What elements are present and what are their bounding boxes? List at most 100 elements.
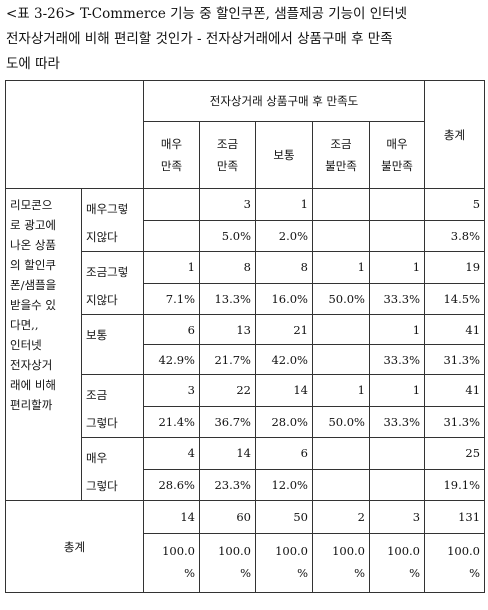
total-header: 총계	[424, 80, 486, 189]
row-group-label-line: 의 할인쿠	[10, 258, 56, 272]
column-header: 보통	[255, 121, 313, 189]
total-percent-cell: 100.0%	[255, 533, 313, 593]
percent-cell: 42.9%	[143, 344, 200, 375]
percent-cell: 31.3%	[424, 405, 486, 438]
total-row: 100.0% 100.0% 100.0% 100.0% 100.0% 100.0%	[6, 533, 486, 593]
corner-cell	[5, 80, 144, 189]
count-cell: 5	[424, 188, 486, 221]
total-count-cell: 131	[424, 500, 486, 534]
row-label-line: 지않다	[86, 230, 118, 244]
count-cell: 6	[143, 314, 200, 345]
percent-cell: 2.0%	[255, 219, 313, 252]
count-cell	[312, 188, 370, 221]
percent-cell: 21.4%	[143, 405, 200, 438]
count-cell: 3	[199, 188, 256, 221]
row-group-label-line: 리모콘으	[10, 198, 53, 212]
row-label-line: 조금그렇	[86, 265, 129, 279]
total-percent-value: 100.0	[275, 544, 308, 558]
total-count-cell: 3	[368, 500, 426, 534]
total-percent-unit: %	[354, 566, 365, 580]
total-percent-value: 100.0	[162, 544, 195, 558]
percent-cell: 33.3%	[368, 282, 426, 315]
column-header-line: 만족	[216, 159, 239, 173]
count-cell: 13	[199, 314, 256, 345]
percent-cell: 28.0%	[255, 405, 313, 438]
row-label-line: 매우그렇	[86, 202, 129, 216]
percent-cell	[312, 219, 370, 252]
percent-cell	[143, 219, 200, 252]
caption-line-1: <표 3-26> T-Commerce 기능 중 할인쿠폰, 샘플제공 기능이 …	[6, 6, 408, 22]
total-percent-value: 100.0	[387, 544, 421, 558]
table-row: 42.9% 21.7% 42.0% 33.3% 31.3%	[6, 344, 486, 375]
table-row: 조금 그렇다 3 22 14 1 1 41	[6, 374, 486, 438]
total-percent-value: 100.0	[332, 544, 365, 558]
percent-cell	[312, 344, 370, 375]
satisfaction-table: 전자상거래 상품구매 후 만족도 총계 매우 만족 조금 만족 보통 조금 불만족 매우 불만족…	[5, 80, 486, 593]
count-cell: 8	[255, 251, 313, 284]
column-header: 매우 불만족	[368, 121, 426, 189]
table-row: 보통 6 13 21 1 41	[6, 314, 486, 375]
row-group-label: 리모콘으 로 광고에 나온 상품 의 할인쿠 폰/샘플을 받을수 있 다면,, 인터넷 전자상거…	[5, 188, 82, 501]
column-header-line: 불만족	[325, 159, 357, 173]
total-percent-cell: 100.0%	[143, 533, 200, 593]
count-cell: 41	[424, 314, 486, 345]
total-percent-unit: %	[184, 566, 195, 580]
percent-cell: 14.5%	[424, 282, 486, 315]
count-cell: 25	[424, 437, 486, 470]
column-header-line: 조금	[330, 137, 352, 151]
column-header-line: 조금	[216, 137, 239, 151]
row-label-line: 매우	[86, 451, 108, 465]
total-count-cell: 14	[143, 500, 200, 534]
row-group-label-line: 다면,,	[10, 318, 39, 332]
caption-line-2: 전자상거래에 비해 편리할 것인가 - 전자상거래에서 상품구매 후 만족	[6, 31, 393, 47]
count-cell	[143, 188, 200, 221]
column-header: 매우 만족	[143, 121, 200, 189]
count-cell	[368, 437, 426, 470]
percent-cell: 33.3%	[368, 344, 426, 375]
count-cell	[312, 314, 370, 345]
count-cell: 41	[424, 374, 486, 407]
percent-cell: 13.3%	[199, 282, 256, 315]
caption-line-3: 도에 따라	[6, 56, 60, 72]
row-group-label-line: 로 광고에	[10, 218, 56, 232]
total-count-cell: 50	[255, 500, 313, 534]
percent-cell: 28.6%	[143, 468, 200, 501]
table-row: 7.1% 13.3% 16.0% 50.0% 33.3% 14.5%	[6, 282, 486, 315]
percent-cell: 19.1%	[424, 468, 486, 501]
row-group-label-line: 폰/샘플을	[10, 278, 57, 292]
row-group-label-line: 받을수 있	[10, 298, 56, 312]
total-count-cell: 2	[312, 500, 370, 534]
row-label-line: 보통	[86, 328, 108, 342]
count-cell: 1	[368, 251, 426, 284]
row-label-line: 그렇다	[86, 416, 118, 430]
total-percent-cell: 100.0%	[424, 533, 486, 593]
count-cell: 1	[368, 374, 426, 407]
total-row: 총계 14 60 50 2 3 131	[5, 500, 486, 593]
row-label-line: 지않다	[86, 293, 118, 307]
percent-cell: 7.1%	[143, 282, 200, 315]
percent-cell: 31.3%	[424, 344, 486, 375]
total-percent-value: 100.0	[218, 544, 251, 558]
count-cell: 1	[312, 374, 370, 407]
count-cell: 1	[255, 188, 313, 221]
count-cell: 19	[424, 251, 486, 284]
percent-cell	[312, 468, 370, 501]
total-percent-unit: %	[409, 566, 421, 580]
count-cell: 3	[143, 374, 200, 407]
row-group-label-line: 전자상거	[10, 358, 53, 372]
table-row: 조금그렇 지않다 1 8 8 1 1 19	[6, 251, 486, 315]
count-cell: 1	[312, 251, 370, 284]
row-label-line: 조금	[86, 388, 108, 402]
percent-cell	[368, 219, 426, 252]
count-cell: 4	[143, 437, 200, 470]
percent-cell: 36.7%	[199, 405, 256, 438]
count-cell: 8	[199, 251, 256, 284]
column-header-line: 불만족	[381, 159, 413, 173]
total-percent-value: 100.0	[447, 544, 481, 558]
table-row: 리모콘으 로 광고에 나온 상품 의 할인쿠 폰/샘플을 받을수 있 다면,, 인터넷 전자상거…	[5, 188, 486, 501]
column-header-line: 만족	[160, 159, 183, 173]
percent-cell: 50.0%	[312, 405, 370, 438]
